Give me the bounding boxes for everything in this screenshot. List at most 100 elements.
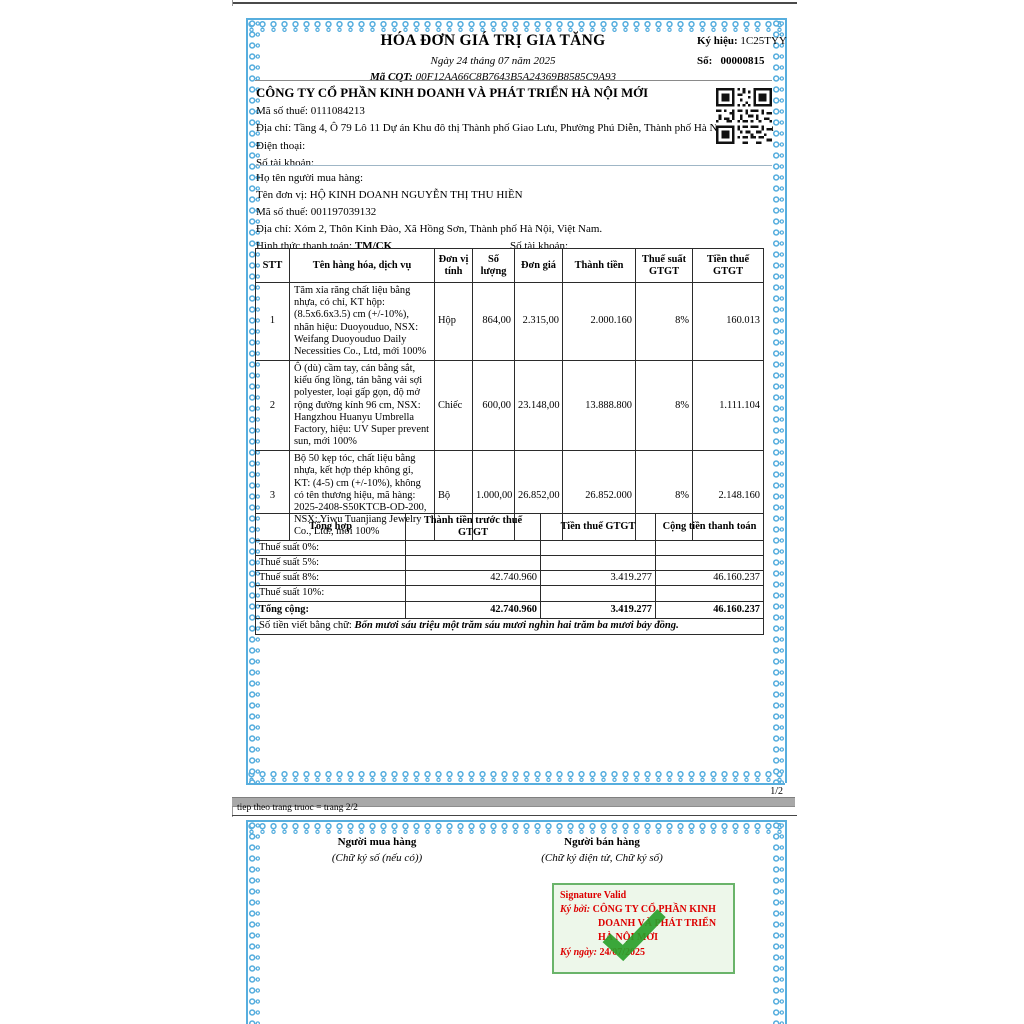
summary-8pct-label: Thuế suất 8%:	[255, 570, 406, 587]
page-2-top-edge	[232, 815, 797, 816]
buyer-tax-label: Mã số thuế:	[256, 206, 308, 218]
invoice-number-value: 00000815	[720, 55, 765, 67]
summary-table: Tổng hợp Thành tiền trước thuế GTGT Tiền…	[255, 513, 764, 635]
summary-0pct-label: Thuế suất 0%:	[255, 539, 406, 557]
seller-tax-label: Mã số thuế:	[256, 105, 308, 117]
summary-8pct-tax: 3.419.277	[540, 570, 656, 587]
seller-address-label: Địa chỉ:	[256, 122, 292, 134]
amount-in-words-label: Số tiền viết bằng chữ:	[259, 619, 352, 631]
buyer-signature-title: Người mua hàng	[337, 836, 417, 848]
item-1-vat-amount: 160.013	[692, 281, 764, 362]
tax-authority-code-value: 00F12AA66C8B7643B5A24369B8585C9A93	[415, 71, 617, 83]
serial-label: Ký hiệu:	[697, 35, 738, 47]
summary-header-pretax: Thành tiền trước thuế GTGT	[405, 513, 541, 541]
summary-10pct-total	[655, 585, 764, 602]
viewer-top-edge	[233, 2, 797, 4]
summary-total-total: 46.160.237	[655, 600, 764, 619]
seller-phone-label: Điện thoại:	[256, 140, 306, 152]
summary-row-0pct: Thuế suất 0%:	[255, 539, 764, 557]
item-2-unit: Chiếc	[434, 360, 473, 452]
continuation-note: tiep theo trang truoc = trang 2/2	[237, 803, 358, 813]
decorative-border-left-p2	[246, 820, 261, 1024]
buyer-address-value: Xóm 2, Thôn Kinh Đào, Xã Hồng Sơn, Thành…	[293, 223, 603, 235]
buyer-name-label: Họ tên người mua hàng:	[256, 172, 364, 184]
summary-0pct-tax	[540, 539, 656, 557]
col-header-vat-amount: Tiền thuế GTGT	[692, 248, 764, 283]
green-check-icon	[602, 909, 666, 962]
amount-in-words-value: Bốn mươi sáu triệu một trăm sáu mươi ngh…	[354, 619, 679, 631]
digital-signature-stamp: Signature Valid Ký bởi: CÔNG TY CỔ PHẦN …	[552, 883, 735, 974]
decorative-border-right-p2	[772, 820, 787, 1024]
item-1-amount: 2.000.160	[562, 281, 636, 362]
serial-line: Ký hiệu: 1C25TYY	[697, 35, 787, 47]
seller-address-value: Tầng 4, Ô 79 Lô 11 Dự án Khu đô thị Thàn…	[293, 122, 774, 134]
summary-10pct-pretax	[405, 585, 541, 602]
item-row-2: 2 Ô (dù) cầm tay, cán bằng sắt, kiểu ống…	[255, 360, 764, 452]
summary-5pct-total	[655, 555, 764, 572]
summary-0pct-total	[655, 539, 764, 557]
invoice-page-1: HÓA ĐƠN GIÁ TRỊ GIA TĂNG Ngày 24 tháng 0…	[232, 6, 797, 797]
summary-row-5pct: Thuế suất 5%:	[255, 555, 764, 572]
summary-10pct-tax	[540, 585, 656, 602]
buyer-tax-line: Mã số thuế: 001197039132	[256, 206, 376, 218]
summary-total-tax: 3.419.277	[540, 600, 656, 619]
seller-tax-value: 0111084213	[310, 105, 365, 117]
item-row-1: 1 Tăm xỉa răng chất liệu bằng nhựa, có c…	[255, 281, 764, 362]
invoice-date: Ngày 24 tháng 07 năm 2025	[430, 55, 556, 67]
summary-5pct-label: Thuế suất 5%:	[255, 555, 406, 572]
item-1-unit: Hộp	[434, 281, 473, 362]
tax-authority-code-label: Mã CQT:	[369, 71, 413, 83]
item-2-stt: 2	[255, 360, 290, 452]
tax-authority-code: Mã CQT: 00F12AA66C8B7643B5A24369B8585C9A…	[258, 71, 728, 83]
buyer-unit-label: Tên đơn vị:	[256, 189, 308, 201]
col-header-stt: STT	[255, 248, 290, 283]
qr-code	[716, 88, 772, 144]
item-2-amount: 13.888.800	[562, 360, 636, 452]
buyer-signature-subtitle: (Chữ ký số (nếu có))	[331, 852, 423, 864]
invoice-number-line: Số: 00000815	[697, 55, 765, 67]
page-number: 1/2	[770, 786, 783, 797]
summary-8pct-total: 46.160.237	[655, 570, 764, 587]
buyer-tax-value: 001197039132	[310, 206, 377, 218]
amount-in-words-row: Số tiền viết bằng chữ: Bốn mươi sáu triệ…	[255, 617, 764, 635]
summary-5pct-pretax	[405, 555, 541, 572]
decorative-border-bottom	[246, 770, 785, 785]
decorative-border-top-p2	[246, 820, 785, 835]
summary-row-8pct: Thuế suất 8%: 42.740.960 3.419.277 46.16…	[255, 570, 764, 587]
items-table: STT Tên hàng hóa, dịch vụ Đơn vị tính Số…	[255, 248, 764, 542]
seller-signature-block: Người bán hàng (Chữ ký điện tử, Chữ ký s…	[517, 836, 687, 864]
col-header-amount: Thành tiền	[562, 248, 636, 283]
seller-account-label: Số tài khoản:	[256, 157, 315, 169]
buyer-unit-value: HỘ KINH DOANH NGUYỄN THỊ THU HIỀN	[309, 189, 523, 201]
summary-total-pretax: 42.740.960	[405, 600, 541, 619]
header-divider	[255, 80, 772, 81]
col-header-unit: Đơn vị tính	[434, 248, 473, 283]
decorative-border-right	[772, 18, 787, 783]
buyer-signature-block: Người mua hàng (Chữ ký số (nếu có))	[292, 836, 462, 864]
summary-total-label: Tổng cộng:	[255, 600, 406, 619]
col-header-name: Tên hàng hóa, dịch vụ	[289, 248, 435, 283]
buyer-address-label: Địa chỉ:	[256, 223, 292, 235]
item-1-name: Tăm xỉa răng chất liệu bằng nhựa, có chỉ…	[289, 281, 435, 362]
invoice-number-label: Số:	[697, 55, 713, 67]
seller-address-line: Địa chỉ: Tầng 4, Ô 79 Lô 11 Dự án Khu đô…	[256, 122, 774, 134]
seller-tax-line: Mã số thuế: 0111084213	[256, 105, 365, 117]
item-1-vat-rate: 8%	[635, 281, 693, 362]
page-separator-bar	[232, 797, 795, 807]
summary-header-tax: Tiền thuế GTGT	[540, 513, 656, 541]
summary-header-label: Tổng hợp	[255, 513, 406, 541]
invoice-page-2: Người mua hàng (Chữ ký số (nếu có)) Ngườ…	[232, 817, 797, 1024]
item-2-name: Ô (dù) cầm tay, cán bằng sắt, kiểu ống l…	[289, 360, 435, 452]
item-2-qty: 600,00	[472, 360, 515, 452]
item-1-price: 2.315,00	[514, 281, 563, 362]
signature-valid-text: Signature Valid	[560, 890, 627, 901]
item-1-qty: 864,00	[472, 281, 515, 362]
col-header-price: Đơn giá	[514, 248, 563, 283]
col-header-qty: Số lượng	[472, 248, 515, 283]
item-1-stt: 1	[255, 281, 290, 362]
decorative-border-top	[246, 18, 785, 33]
seller-buyer-divider	[255, 165, 772, 166]
invoice-title: HÓA ĐƠN GIÁ TRỊ GIA TĂNG	[380, 32, 606, 49]
summary-row-10pct: Thuế suất 10%:	[255, 585, 764, 602]
